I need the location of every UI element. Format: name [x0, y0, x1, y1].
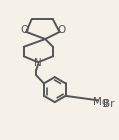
Text: O: O: [20, 25, 28, 36]
Text: Br: Br: [103, 99, 115, 109]
Text: Mg: Mg: [93, 97, 108, 107]
Text: O: O: [58, 25, 66, 36]
Text: N: N: [34, 59, 42, 68]
